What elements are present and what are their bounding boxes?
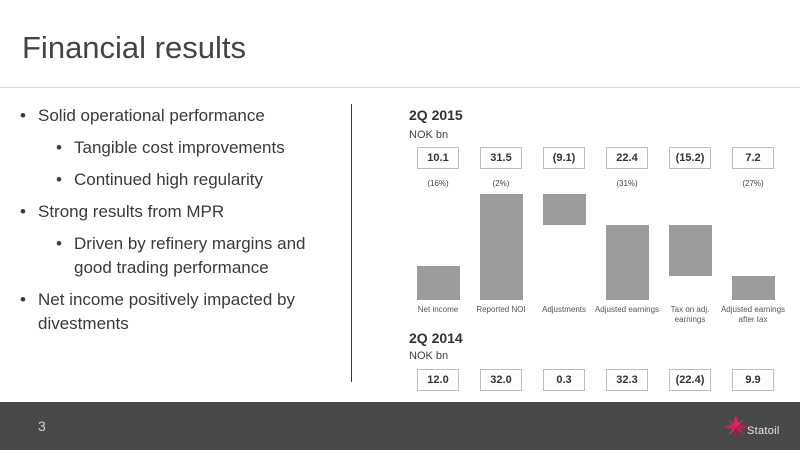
column-divider <box>351 104 352 382</box>
chart-bar <box>605 224 649 300</box>
bullet-item: Solid operational performance <box>20 104 340 128</box>
value-box-2014: 9.9 <box>732 369 774 391</box>
category-label: Reported NOI <box>476 305 526 314</box>
value-box-2014: 0.3 <box>543 369 585 391</box>
value-box-2015: 10.1 <box>417 147 459 169</box>
chart-bar <box>668 224 712 276</box>
value-box-2015: 22.4 <box>606 147 648 169</box>
value-box-2015: (15.2) <box>669 147 711 169</box>
sub-bullet-item: Tangible cost improvements <box>20 136 340 160</box>
title-rule <box>0 87 800 88</box>
category-label: Net income <box>417 305 459 314</box>
slide-title: Financial results <box>22 30 246 65</box>
category-label: Tax on adj. earnings <box>670 305 710 324</box>
footer-bar: 3 <box>0 402 800 450</box>
waterfall-chart: 2Q 2015 NOK bn 2Q 2014 NOK bn 10.1 (16%) N… <box>360 100 800 400</box>
sub-bullet-item: Driven by refinery margins and good trad… <box>20 232 340 280</box>
value-box-2014: (22.4) <box>669 369 711 391</box>
sub-bullet-item: Continued high regularity <box>20 168 340 192</box>
logo-text: Statoil <box>747 425 780 437</box>
period-title-2015: 2Q 2015 <box>409 107 463 123</box>
category-label: Adjusted earnings after tax <box>720 305 786 324</box>
chart-bar <box>479 194 523 300</box>
bullet-list: Solid operational performance Tangible c… <box>20 104 340 344</box>
percentage-label: (2%) <box>492 179 510 188</box>
chart-bar <box>731 275 775 300</box>
period-title-2014: 2Q 2014 <box>409 330 463 346</box>
bullet-item: Strong results from MPR <box>20 200 340 224</box>
bullet-item: Net income positively impacted by divest… <box>20 288 340 336</box>
value-box-2014: 12.0 <box>417 369 459 391</box>
value-box-2015: 7.2 <box>732 147 774 169</box>
unit-label-2015: NOK bn <box>409 129 449 141</box>
category-label: Adjustments <box>541 305 587 314</box>
percentage-label: (16%) <box>427 179 449 188</box>
page-number: 3 <box>38 418 46 434</box>
percentage-label: (27%) <box>742 179 764 188</box>
value-box-2015: (9.1) <box>543 147 585 169</box>
statoil-logo-icon <box>724 415 748 439</box>
value-box-2014: 32.0 <box>480 369 522 391</box>
chart-bar <box>416 266 460 300</box>
value-box-2014: 32.3 <box>606 369 648 391</box>
category-label: Adjusted earnings <box>594 305 660 314</box>
value-box-2015: 31.5 <box>480 147 522 169</box>
percentage-label: (31%) <box>616 179 638 188</box>
unit-label-2014: NOK bn <box>409 350 449 362</box>
chart-bar <box>542 194 586 225</box>
